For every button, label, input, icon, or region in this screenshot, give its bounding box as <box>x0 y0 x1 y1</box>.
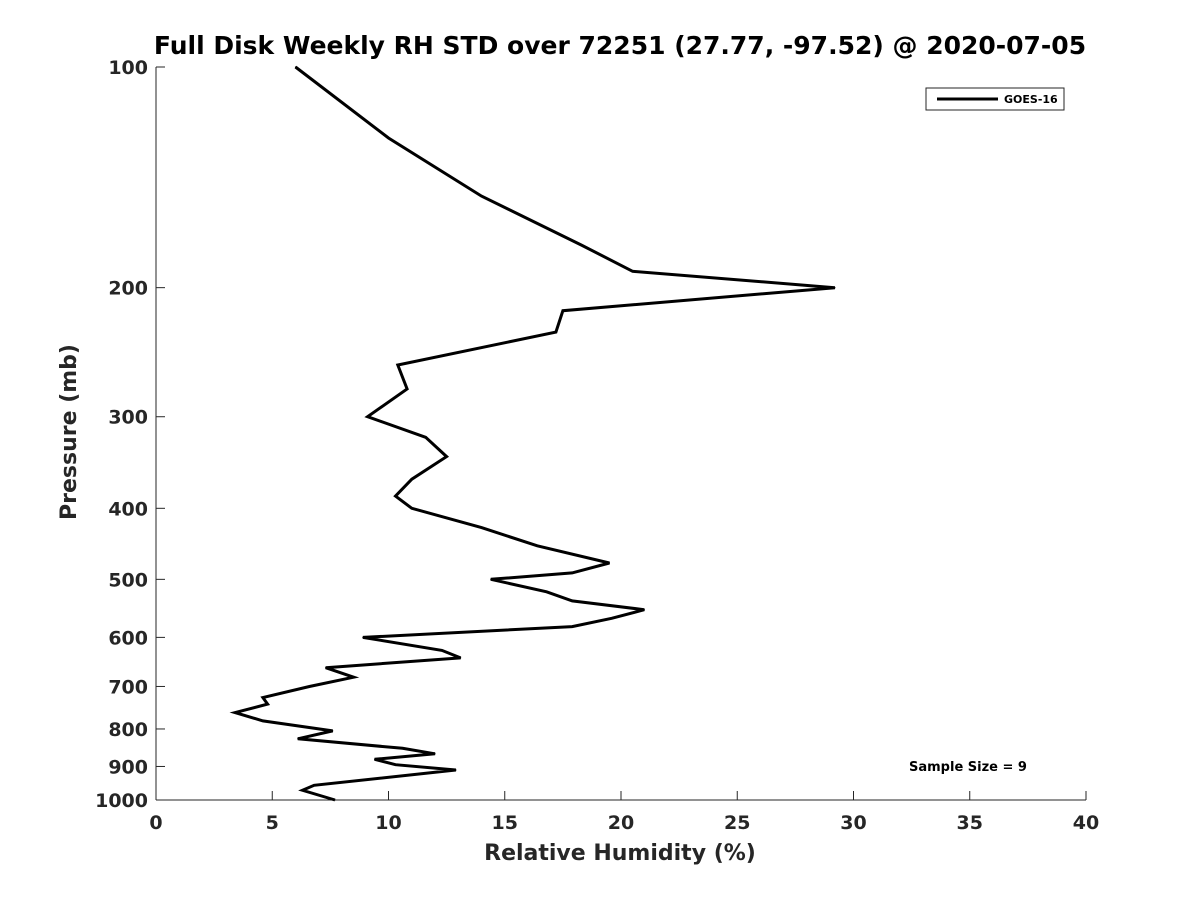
x-tick-label: 25 <box>724 812 750 834</box>
data-point <box>332 730 334 732</box>
y-tick-label: 500 <box>108 569 148 591</box>
data-point <box>536 545 538 547</box>
data-point <box>546 591 548 593</box>
legend-entry-label: GOES-16 <box>1004 93 1058 106</box>
data-point <box>411 478 413 480</box>
data-point <box>387 137 390 139</box>
y-tick-label: 900 <box>108 756 148 778</box>
data-point <box>397 364 399 366</box>
x-tick-label: 15 <box>492 812 518 834</box>
data-point <box>406 388 408 390</box>
data-point <box>611 617 613 619</box>
data-point <box>555 331 557 333</box>
data-point <box>446 456 448 458</box>
data-point <box>608 562 611 564</box>
x-tick-label: 5 <box>266 812 279 834</box>
x-tick-label: 30 <box>840 812 866 834</box>
data-point <box>353 676 355 678</box>
data-point <box>460 657 462 659</box>
y-tick-label: 700 <box>108 676 148 698</box>
data-point <box>834 287 836 289</box>
data-point <box>571 600 573 602</box>
y-tick-label: 100 <box>108 57 148 79</box>
series-line-goes-16 <box>229 65 836 802</box>
x-tick-label: 40 <box>1073 812 1099 834</box>
y-tick-label: 300 <box>108 407 148 429</box>
data-point <box>401 747 404 749</box>
data-point <box>325 667 327 669</box>
sample-size-annotation: Sample Size = 9 <box>909 760 1027 775</box>
data-point <box>262 697 264 699</box>
legend: GOES-16 <box>925 87 1065 111</box>
data-point <box>301 789 304 791</box>
y-tick-label: 800 <box>108 719 148 741</box>
data-point <box>562 310 564 312</box>
data-point <box>297 738 299 740</box>
y-tick-label: 600 <box>108 627 148 649</box>
data-point <box>313 784 315 786</box>
data-point <box>374 758 376 760</box>
data-point <box>490 578 492 580</box>
data-point <box>367 416 369 418</box>
data-point <box>571 572 573 574</box>
data-point <box>632 270 634 272</box>
data-point <box>441 649 443 652</box>
x-axis-label: Relative Humidity (%) <box>484 841 756 866</box>
chart-title: Full Disk Weekly RH STD over 72251 (27.7… <box>154 31 1086 60</box>
x-tick-label: 35 <box>957 812 983 834</box>
data-point <box>362 636 364 639</box>
data-point <box>434 753 436 755</box>
data-point <box>334 799 336 801</box>
data-point <box>234 712 236 714</box>
x-tick-label: 10 <box>375 812 401 834</box>
data-point <box>308 685 310 688</box>
axis-ticks: 0 5 10 15 20 25 30 35 40 100 200 300 400 500 600 700 800… <box>95 57 1099 834</box>
data-point <box>411 507 413 509</box>
data-point <box>394 764 397 766</box>
y-axis-label: Pressure (mb) <box>57 344 82 520</box>
data-point <box>643 609 645 611</box>
y-tick-label: 400 <box>108 498 148 520</box>
y-tick-label: 200 <box>108 278 148 300</box>
data-point <box>425 436 427 438</box>
data-point <box>262 720 264 722</box>
y-tick-label: 1000 <box>95 790 148 812</box>
data-point <box>480 195 483 197</box>
data-point <box>571 626 573 628</box>
data-point <box>455 769 457 771</box>
x-tick-label: 20 <box>608 812 634 834</box>
data-point <box>580 244 583 246</box>
data-point <box>267 703 269 705</box>
data-point <box>294 66 297 68</box>
x-tick-label: 0 <box>149 812 162 834</box>
series-lines <box>229 65 836 802</box>
data-point <box>394 495 397 497</box>
data-point <box>480 527 483 529</box>
